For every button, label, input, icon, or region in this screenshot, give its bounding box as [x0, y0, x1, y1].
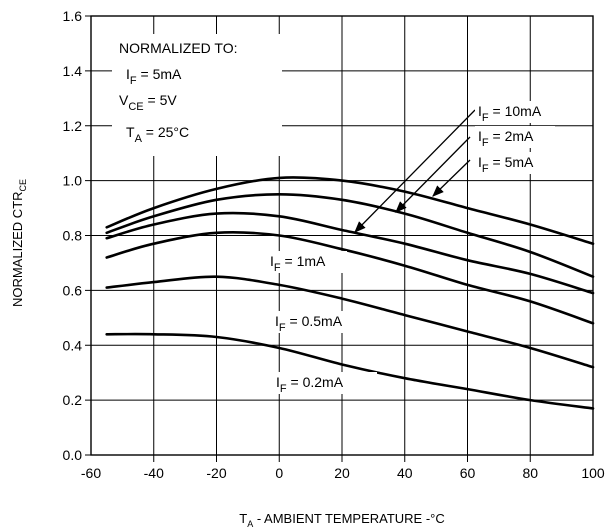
series-label-bg — [475, 126, 555, 148]
series-label-1mA-rest: = 1mA — [281, 253, 326, 269]
x-tick-label: -40 — [144, 465, 164, 481]
tick-labels: -60 -40 -20 0 20 40 60 80 100 0.0 0.2 0.4 0.6 0.8 1.0 1… — [63, 8, 605, 481]
series-line-5mA — [105, 211, 595, 295]
y-tick-label: 0.8 — [63, 228, 83, 244]
x-tick-label: 0 — [275, 465, 283, 481]
series-label-5mA-rest: = 5mA — [489, 154, 534, 170]
normalization-line-rest: = 25°C — [142, 124, 189, 140]
series-label-0.2mA-sub: F — [280, 383, 287, 395]
normalization-line-sub: CE — [128, 101, 143, 113]
normalization-box — [112, 34, 282, 156]
x-tick-label: -20 — [206, 465, 226, 481]
y-tick-label: 1.0 — [63, 173, 83, 189]
normalization-line-main: I — [126, 66, 130, 82]
series-label-bg — [475, 101, 567, 123]
series-label-5mA: IF = 5mA — [478, 154, 534, 175]
axis-title-main: NORMALIZED CTR — [10, 191, 25, 307]
series-label-bg — [273, 372, 377, 394]
series-label-10mA-sub: F — [482, 112, 489, 124]
arrow-5mA — [432, 159, 471, 197]
normalization-line-rest: = 5V — [144, 92, 178, 108]
series-label-0.2mA-main: I — [276, 374, 280, 390]
normalization-line-main: T — [126, 124, 135, 140]
series-label-0.5mA: IF = 0.5mA — [275, 313, 343, 334]
y-tick-label: 1.6 — [63, 8, 83, 24]
series-label-2mA-main: I — [478, 128, 482, 144]
normalization-line-sub: A — [135, 133, 143, 145]
series-line-0.5mA — [105, 275, 595, 369]
normalization-text: NORMALIZED TO: IF = 5mA VCE = 5V TA = 25°C — [119, 40, 238, 145]
axis-title-main: T — [239, 511, 247, 526]
series-label-bg — [267, 251, 347, 273]
x-tick-label: 80 — [522, 465, 538, 481]
series-line-0.2mA — [105, 332, 595, 410]
series-label-0.2mA-rest: = 0.2mA — [287, 374, 344, 390]
series-label-2mA-sub: F — [482, 137, 489, 149]
series-label-0.5mA-rest: = 0.5mA — [286, 313, 343, 329]
series-label-2mA: IF = 2mA — [478, 128, 534, 149]
x-axis-title: TA - AMBIENT TEMPERATURE -°C — [239, 511, 445, 529]
normalization-line-sub: F — [130, 75, 137, 87]
y-axis-title: NORMALIZED CTRCE — [10, 179, 28, 307]
series-label-bg — [272, 311, 376, 333]
normalization-heading: NORMALIZED TO: — [119, 40, 238, 56]
series-label-10mA-main: I — [478, 103, 482, 119]
normalization-line: VCE = 5V — [119, 92, 177, 113]
series-label-5mA-sub: F — [482, 163, 489, 175]
series-line-2mA — [105, 193, 595, 278]
series-line-10mA — [105, 176, 595, 245]
arrow-10mA — [354, 109, 476, 233]
normalization-line-main: V — [119, 92, 129, 108]
series-label-10mA-rest: = 10mA — [489, 103, 542, 119]
plot-frame — [90, 15, 594, 456]
series-line-1mA — [105, 230, 595, 325]
series-label-1mA-sub: F — [274, 262, 281, 274]
axis-title-sub: CE — [18, 179, 28, 192]
normalization-line: IF = 5mA — [126, 66, 182, 87]
series-label-5mA-main: I — [478, 154, 482, 170]
axis-title-sub: A — [247, 519, 253, 529]
x-tick-label: -60 — [81, 465, 101, 481]
y-tick-label: 0.2 — [63, 392, 83, 408]
series-label-0.2mA: IF = 0.2mA — [276, 374, 344, 395]
y-tick-label: 0.6 — [63, 282, 83, 298]
y-tick-label: 0.4 — [63, 337, 83, 353]
series-label-bg — [475, 152, 555, 174]
y-tick-label: 1.4 — [63, 63, 83, 79]
normalization-line-rest: = 5mA — [137, 66, 182, 82]
normalization-line: TA = 25°C — [126, 124, 189, 145]
x-tick-label: 40 — [397, 465, 413, 481]
series-label-10mA: IF = 10mA — [478, 103, 542, 124]
series-label-0.5mA-sub: F — [279, 322, 286, 334]
arrow-2mA — [395, 136, 471, 213]
x-tick-label: 60 — [460, 465, 476, 481]
series-label-2mA-rest: = 2mA — [489, 128, 534, 144]
series-label-1mA-main: I — [270, 253, 274, 269]
x-tick-label: 100 — [581, 465, 605, 481]
series-lines — [105, 176, 595, 410]
callout-arrows — [354, 109, 476, 233]
y-tick-label: 0.0 — [63, 447, 83, 463]
y-tick-label: 1.2 — [63, 118, 83, 134]
x-tick-label: 20 — [334, 465, 350, 481]
axis-title-rest: - AMBIENT TEMPERATURE -°C — [253, 511, 445, 526]
series-label-0.5mA-main: I — [275, 313, 279, 329]
series-label-1mA: IF = 1mA — [270, 253, 326, 274]
